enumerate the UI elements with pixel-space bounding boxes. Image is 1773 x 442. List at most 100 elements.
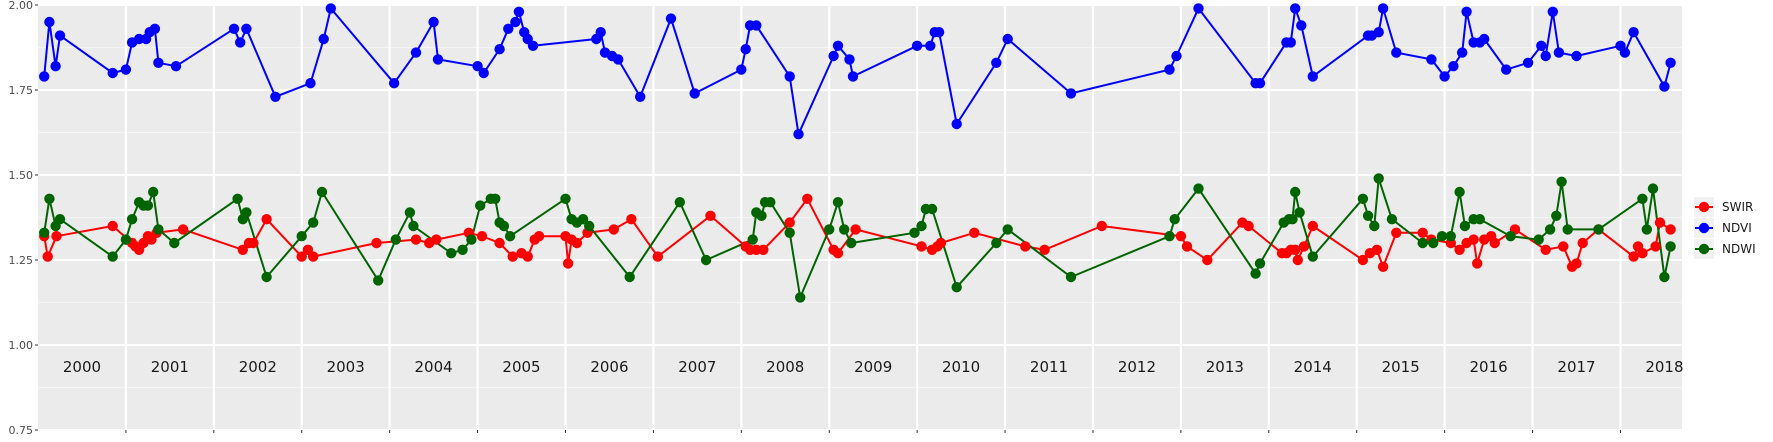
- data-point-ndvi: [270, 91, 281, 103]
- data-point-ndwi: [624, 271, 635, 283]
- data-point-ndwi: [120, 234, 132, 245]
- data-point-ndwi: [296, 231, 307, 242]
- data-point-swir: [107, 220, 118, 232]
- data-point-swir: [1096, 220, 1108, 232]
- data-point-swir: [1202, 254, 1213, 266]
- year-label: 2012: [1118, 358, 1156, 376]
- data-point-ndwi: [39, 227, 50, 238]
- data-point-ndwi: [1659, 271, 1670, 283]
- data-point-ndvi: [54, 30, 66, 41]
- year-label: 2014: [1294, 358, 1332, 376]
- year-label: 2017: [1557, 358, 1595, 376]
- data-point-ndvi: [1377, 3, 1389, 14]
- data-point-ndvi: [428, 16, 439, 28]
- data-point-swir: [1371, 244, 1383, 255]
- data-point-ndwi: [839, 224, 850, 235]
- data-point-ndvi: [170, 60, 182, 72]
- data-point-ndvi: [432, 54, 444, 65]
- data-point-ndwi: [951, 282, 962, 293]
- data-point-ndvi: [784, 71, 795, 82]
- data-point-ndvi: [50, 60, 61, 72]
- data-point-ndvi: [1002, 33, 1013, 45]
- data-point-ndwi: [1556, 176, 1567, 187]
- data-point-ndwi: [765, 197, 776, 208]
- legend-key-point: [1698, 243, 1710, 255]
- data-point-ndvi: [793, 129, 804, 140]
- data-point-ndvi: [925, 40, 936, 51]
- data-point-ndwi: [1164, 231, 1175, 242]
- data-point-swir: [916, 241, 927, 252]
- data-point-ndwi: [1002, 224, 1013, 235]
- data-point-swir: [1577, 237, 1588, 249]
- data-point-swir: [802, 193, 813, 204]
- data-point-swir: [969, 227, 980, 238]
- data-point-swir: [371, 237, 382, 249]
- data-point-ndwi: [916, 220, 927, 232]
- data-point-swir: [1243, 220, 1254, 232]
- data-point-ndvi: [1254, 78, 1266, 89]
- data-point-ndvi: [1665, 57, 1676, 68]
- data-point-ndvi: [107, 67, 118, 79]
- data-point-ndwi: [54, 214, 66, 225]
- data-point-ndvi: [305, 78, 316, 89]
- data-point-ndwi: [1294, 207, 1305, 218]
- data-point-swir: [626, 214, 637, 225]
- data-point-swir: [784, 217, 795, 228]
- data-point-ndwi: [560, 193, 571, 204]
- data-point-ndwi: [1373, 173, 1384, 184]
- data-point-ndwi: [126, 214, 138, 225]
- legend-label-swir: SWIR: [1722, 200, 1753, 214]
- data-point-swir: [494, 237, 505, 249]
- data-point-ndvi: [1164, 64, 1175, 75]
- data-point-ndvi: [472, 60, 483, 72]
- data-point-swir: [42, 251, 53, 262]
- data-point-ndvi: [1307, 71, 1319, 82]
- data-point-swir: [476, 231, 488, 242]
- data-point-ndwi: [784, 227, 795, 238]
- series-points: [39, 3, 1676, 303]
- data-point-swir: [1454, 244, 1465, 255]
- data-point-ndvi: [478, 67, 489, 79]
- data-point-swir: [522, 251, 533, 262]
- data-point-ndvi: [1461, 6, 1472, 17]
- y-tick-label: 1.25: [9, 254, 34, 267]
- data-point-ndvi: [494, 44, 505, 55]
- data-point-ndwi: [1169, 214, 1180, 225]
- data-point-ndvi: [153, 57, 164, 68]
- data-point-ndvi: [1296, 20, 1307, 31]
- data-point-ndvi: [847, 71, 859, 82]
- data-point-ndvi: [527, 40, 539, 51]
- data-point-swir: [1357, 254, 1369, 266]
- year-label: 2005: [502, 358, 540, 376]
- data-point-ndvi: [1619, 47, 1631, 58]
- data-point-ndwi: [1065, 271, 1077, 283]
- data-point-ndwi: [373, 275, 384, 286]
- data-point-swir: [51, 231, 62, 242]
- data-point-ndvi: [736, 64, 747, 75]
- data-point-swir: [1290, 244, 1301, 255]
- data-point-ndvi: [1628, 27, 1639, 38]
- data-point-ndwi: [498, 220, 510, 232]
- data-point-swir: [1175, 231, 1187, 242]
- data-point-ndvi: [832, 40, 844, 51]
- y-tick-label: 1.75: [9, 84, 34, 97]
- data-point-ndvi: [1065, 88, 1077, 99]
- data-point-ndwi: [44, 193, 55, 204]
- data-point-ndwi: [1454, 186, 1465, 198]
- year-labels: 2000 2001 2002 2003 2004 2005 2006 2007 2008 2009…: [63, 358, 1684, 376]
- data-point-ndvi: [241, 23, 252, 34]
- data-point-ndwi: [1193, 183, 1204, 194]
- data-point-ndwi: [1445, 231, 1457, 242]
- data-point-ndwi: [1357, 193, 1369, 204]
- data-point-swir: [1307, 220, 1319, 232]
- data-point-ndvi: [689, 88, 700, 99]
- legend-key-point: [1698, 201, 1710, 213]
- data-point-ndvi: [1540, 50, 1551, 62]
- data-point-ndwi: [457, 244, 468, 255]
- minor-gridlines: [38, 47, 1682, 388]
- data-point-ndvi: [228, 23, 240, 34]
- legend-label-ndvi: NDVI: [1722, 221, 1752, 235]
- legend-label-ndwi: NDWI: [1722, 242, 1756, 256]
- year-dividers: [124, 5, 1622, 433]
- data-point-swir: [652, 251, 663, 262]
